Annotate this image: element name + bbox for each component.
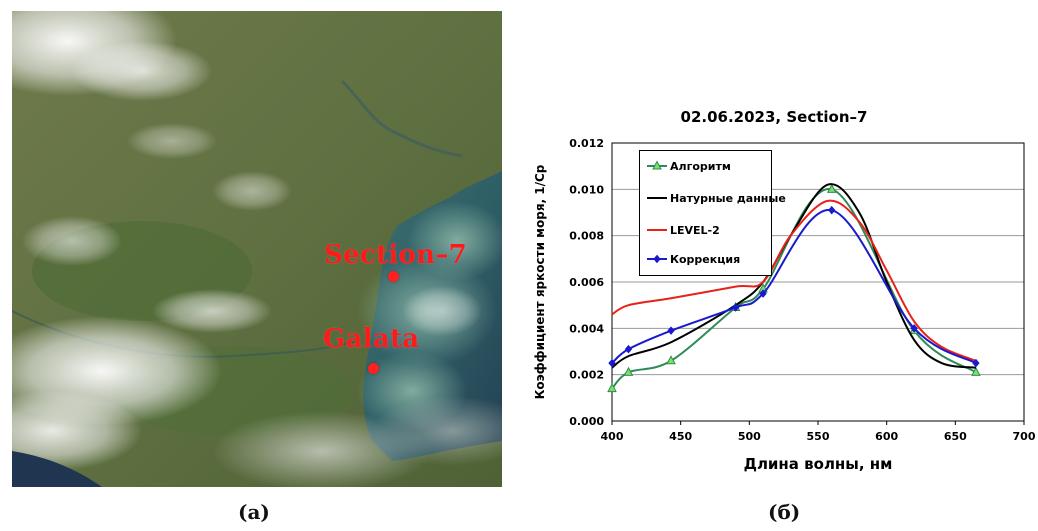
x-axis-label: Длина волны, нм: [744, 455, 893, 473]
caption-panel-b: (б): [768, 500, 801, 524]
data-point-correction: [910, 324, 918, 333]
y-tick-label: 0.010: [569, 183, 604, 196]
x-tick-label: 500: [738, 430, 761, 443]
legend-label-field-data: Натурные данные: [670, 191, 786, 205]
chart-title: 02.06.2023, Section–7: [680, 108, 868, 126]
legend-swatch-level-2: [647, 229, 667, 231]
site-marker-galata: [368, 363, 379, 374]
data-point-algorithm: [623, 366, 634, 376]
data-point-algorithm: [971, 366, 981, 376]
legend-item-correction: Коррекция: [646, 252, 740, 266]
y-tick-label: 0.006: [569, 276, 604, 289]
x-tick-label: 700: [1013, 430, 1036, 443]
y-tick-label: 0.008: [569, 230, 604, 243]
data-point-correction: [667, 326, 675, 335]
series-line-field-data: [611, 183, 977, 369]
data-point-correction: [731, 303, 740, 312]
x-tick-label: 450: [669, 430, 692, 443]
legend-swatch-correction: [647, 254, 667, 264]
y-tick-label: 0.002: [569, 369, 604, 382]
data-point-correction: [759, 289, 767, 298]
x-tick-label: 400: [601, 430, 624, 443]
plot-frame: [611, 142, 1025, 422]
satellite-image: [12, 11, 502, 487]
caption-panel-a: (a): [238, 500, 270, 524]
x-tick-label: 600: [875, 430, 898, 443]
legend-swatch-field-data: [647, 197, 667, 199]
legend-swatch-algorithm: [647, 160, 667, 170]
series-line-level-2: [611, 199, 977, 362]
site-marker-section-7: [388, 271, 399, 282]
site-label-galata: Galata: [323, 324, 420, 354]
legend-item-field-data: Натурные данные: [646, 191, 786, 205]
data-point-algorithm: [826, 183, 837, 193]
y-axis-label: Коэффициент яркости моря, 1/Ср: [533, 164, 547, 399]
data-point-algorithm: [666, 355, 676, 365]
satellite-image-panel: Section–7 Galata: [12, 11, 502, 487]
legend-label-algorithm: Алгоритм: [670, 159, 731, 173]
data-point-correction: [624, 344, 633, 354]
legend-label-level-2: LEVEL-2: [670, 223, 720, 237]
x-tick-label: 650: [944, 430, 967, 443]
y-tick-label: 0.004: [569, 322, 604, 335]
site-label-section-7: Section–7: [324, 240, 468, 270]
data-point-correction: [828, 205, 836, 215]
data-point-algorithm: [607, 383, 617, 393]
legend-item-level-2: LEVEL-2: [646, 223, 720, 237]
legend-label-correction: Коррекция: [670, 252, 741, 266]
y-tick-label: 0.000: [569, 415, 604, 428]
y-tick-label: 0.012: [569, 137, 604, 150]
spectral-chart: 0.000 0.002 0.004 0.006 0.008 0.010 0.012 400 45…: [533, 137, 1036, 473]
data-point-correction: [608, 358, 616, 368]
legend-item-algorithm: Алгоритм: [646, 159, 731, 173]
chart-panel: 02.06.2023, Section–7 0.000 0.002 0.004 0.0…: [510, 96, 1038, 486]
chart-legend: Алгоритм Натурные данные LEVEL-2 Коррекция: [639, 150, 786, 276]
x-tick-label: 550: [807, 430, 830, 443]
data-point-correction: [972, 358, 980, 368]
